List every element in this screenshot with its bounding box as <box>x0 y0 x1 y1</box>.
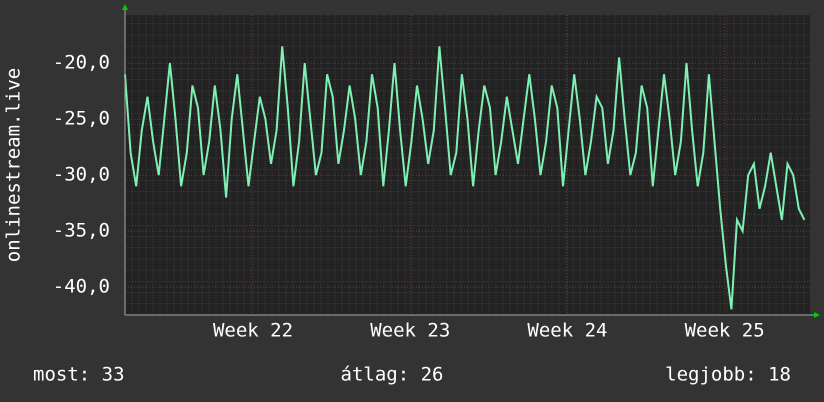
x-tick-label: Week 24 <box>527 320 607 342</box>
y-tick-label: -40,0 <box>53 276 110 298</box>
footer-best: legjobb: 18 <box>665 364 791 386</box>
y-tick-label: -20,0 <box>53 52 110 74</box>
y-axis-label: onlinestream.live <box>3 68 25 262</box>
y-tick-label: -30,0 <box>53 164 110 186</box>
y-tick-label: -25,0 <box>53 108 110 130</box>
footer-average: átlag: 26 <box>341 364 444 386</box>
x-tick-label: Week 25 <box>685 320 765 342</box>
footer-current: most: 33 <box>33 364 125 386</box>
x-axis-arrow <box>814 312 820 318</box>
y-tick-label: -35,0 <box>53 220 110 242</box>
data-line <box>124 46 806 310</box>
x-tick-label: Week 22 <box>213 320 293 342</box>
y-axis-arrow <box>122 4 128 10</box>
x-tick-label: Week 23 <box>370 320 450 342</box>
